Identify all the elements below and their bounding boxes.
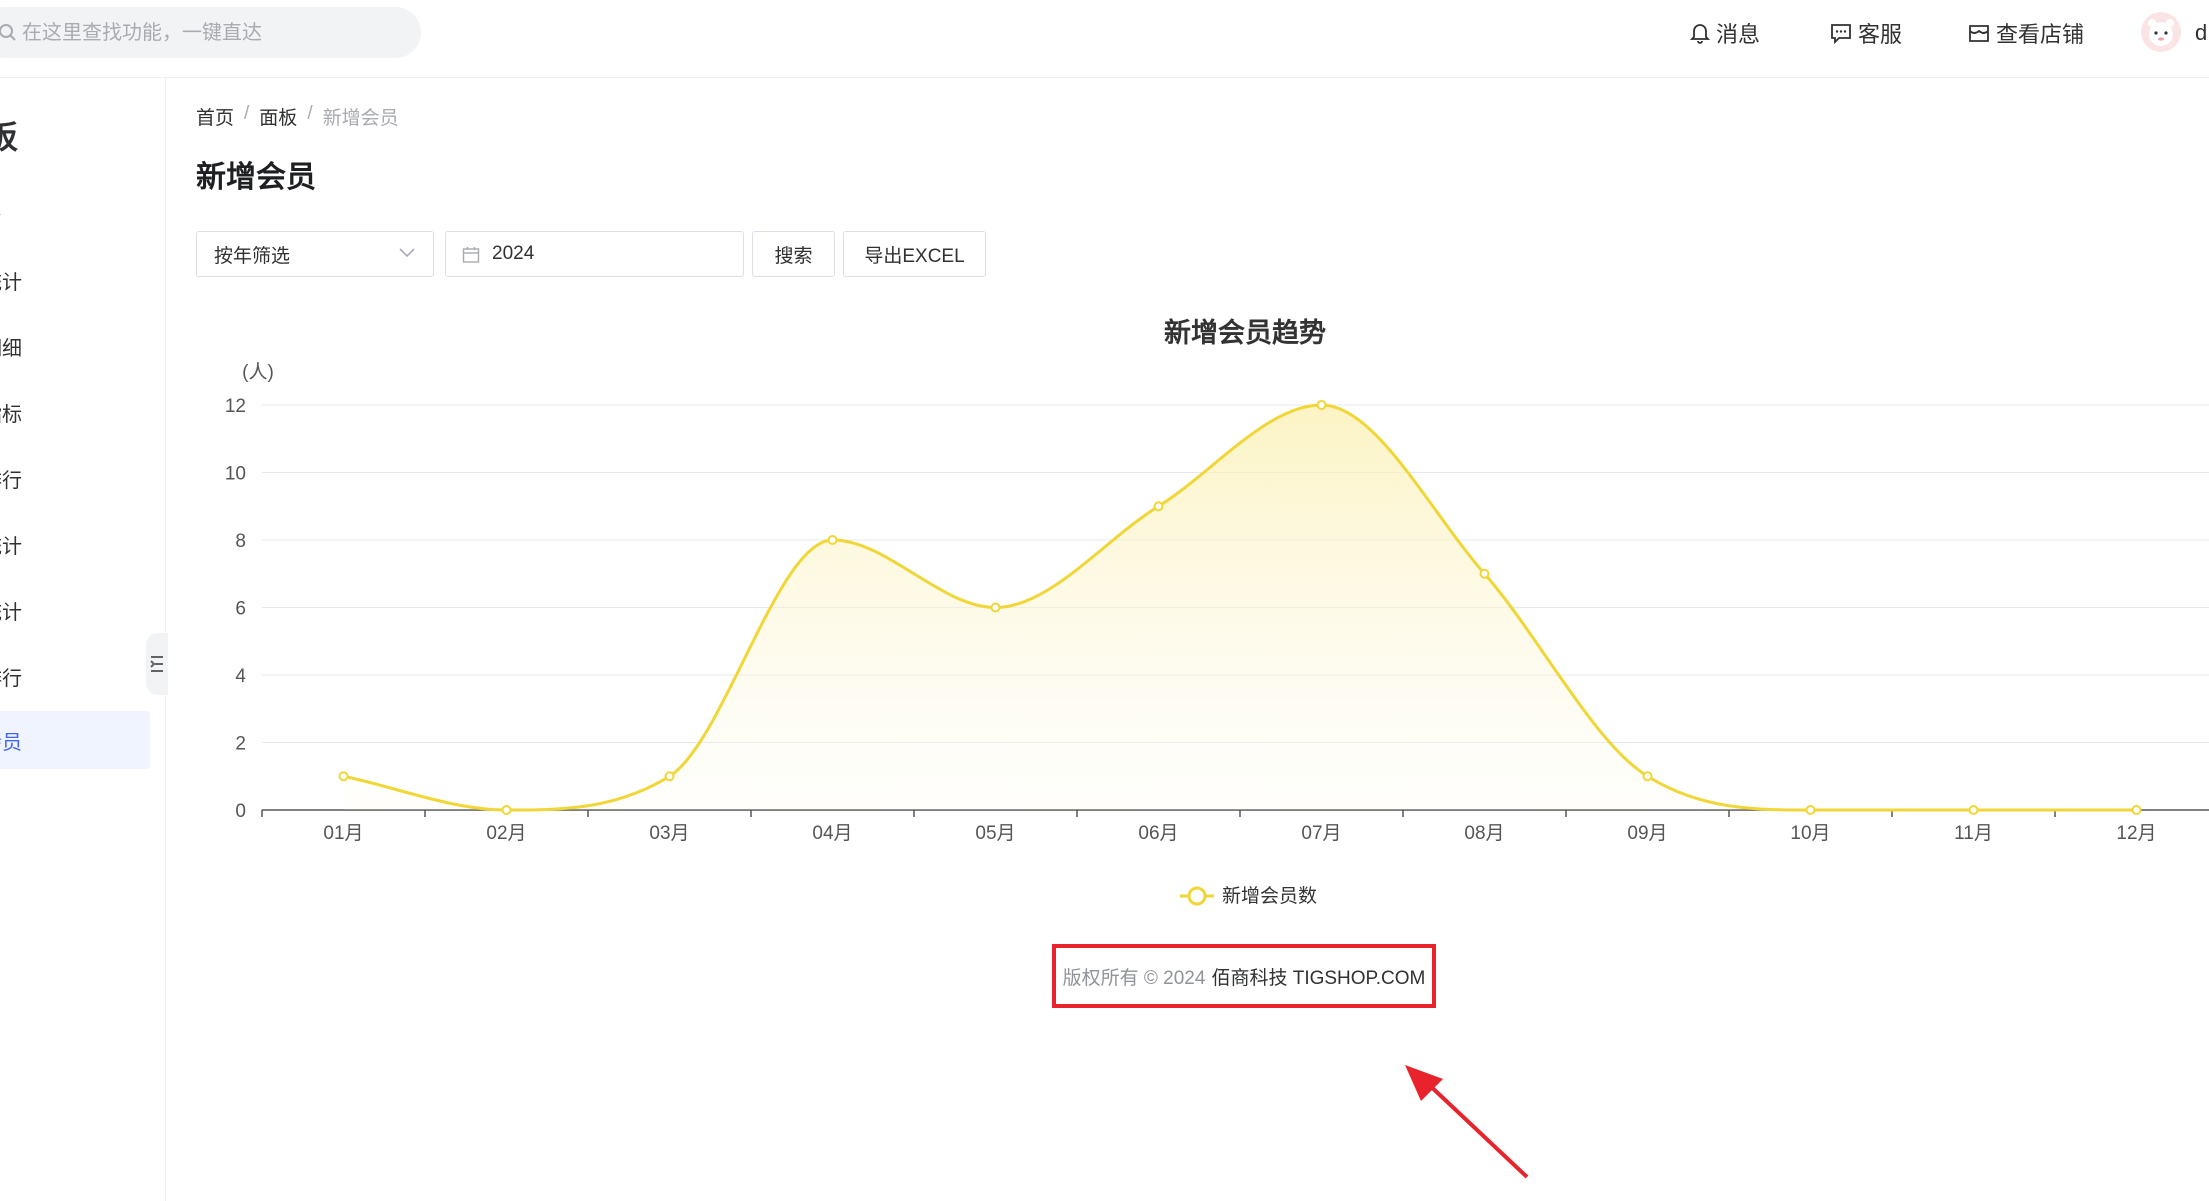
data-point[interactable] [664, 771, 675, 782]
x-tick-label: 08月 [1464, 823, 1504, 844]
x-tick-label: 04月 [812, 823, 852, 844]
y-tick-label: 6 [235, 599, 246, 620]
sidebar-item-label: 统计 [0, 535, 22, 558]
y-tick-label: 10 [225, 464, 246, 485]
sidebar [0, 78, 166, 1201]
data-point[interactable] [338, 771, 349, 782]
sidebar-collapse-button[interactable] [146, 633, 168, 695]
x-tick-label: 05月 [975, 823, 1015, 844]
sidebar-item[interactable]: 统计 [0, 251, 150, 309]
sidebar-item-label: 会员 [0, 731, 22, 754]
legend-marker-icon [1187, 886, 1207, 906]
x-tick-label: 01月 [323, 823, 363, 844]
chart-legend[interactable]: 新增会员数 [1180, 885, 1317, 907]
sidebar-item[interactable]: 台 [0, 185, 150, 243]
y-tick-label: 2 [235, 734, 246, 755]
x-tick-label: 06月 [1138, 823, 1178, 844]
sidebar-item-label: 明细 [0, 337, 22, 360]
y-tick-label: 4 [235, 666, 246, 687]
filter-mode-value: 按年筛选 [214, 245, 291, 267]
sidebar-item-label: 统计 [0, 601, 22, 624]
series-area [343, 405, 2137, 810]
service-label: 客服 [1858, 22, 1903, 47]
sidebar-item[interactable]: 指标 [0, 383, 150, 441]
sidebar-item-label: 统计 [0, 271, 22, 294]
sidebar-item[interactable]: 排行 [0, 449, 150, 507]
data-point[interactable] [1642, 771, 1653, 782]
data-point[interactable] [2131, 805, 2142, 815]
sidebar-item-new-members[interactable]: 会员 [0, 711, 150, 769]
search-box[interactable] [0, 7, 421, 60]
data-point[interactable] [1805, 805, 1816, 815]
data-point[interactable] [501, 805, 512, 815]
search-button[interactable]: 搜索 [752, 231, 835, 277]
username[interactable]: d [2195, 20, 2208, 45]
y-tick-label: 0 [235, 801, 246, 822]
x-tick-label: 03月 [649, 823, 689, 844]
page-title: 新增会员 [196, 161, 316, 194]
avatar[interactable] [2141, 12, 2181, 52]
search-input[interactable] [20, 7, 404, 60]
sidebar-item-label: 台 [0, 200, 2, 229]
y-tick-label: 12 [225, 396, 246, 417]
store-icon [1969, 25, 1989, 42]
calendar-icon [462, 247, 480, 263]
sidebar-item-label: 指标 [0, 403, 22, 426]
x-tick-label: 02月 [486, 823, 526, 844]
x-tick-label: 07月 [1301, 823, 1341, 844]
y-tick-label: 8 [235, 531, 246, 552]
chevron-down-icon [399, 248, 415, 258]
year-picker[interactable]: 2024 [445, 231, 744, 277]
bell-icon [1690, 24, 1710, 44]
annotation-arrow-icon [1405, 1065, 1529, 1179]
legend-label: 新增会员数 [1222, 885, 1317, 907]
filter-mode-select[interactable]: 按年筛选 [196, 231, 434, 277]
breadcrumb-separator: / [244, 103, 250, 124]
export-excel-button[interactable]: 导出EXCEL [843, 231, 986, 277]
search-icon [0, 24, 16, 41]
data-point[interactable] [1968, 805, 1979, 815]
messages-label: 消息 [1716, 22, 1761, 47]
year-value: 2024 [492, 243, 535, 264]
x-tick-label: 11月 [1954, 823, 1993, 844]
sidebar-item[interactable]: 统计 [0, 515, 150, 573]
x-tick-label: 10月 [1790, 823, 1830, 844]
sidebar-item-label: 排行 [0, 469, 22, 492]
avatar-image-icon [2148, 19, 2174, 46]
sidebar-item[interactable]: 统计 [0, 581, 150, 639]
copyright-footer: 版权所有 © 2024 佰商科技 TIGSHOP.COM [1052, 944, 1436, 1008]
breadcrumb-dashboard[interactable]: 面板 [259, 108, 298, 129]
x-tick-label: 12月 [2116, 823, 2156, 844]
copyright-text: 版权所有 © 2024 [1062, 967, 1206, 989]
data-point[interactable] [1479, 568, 1490, 579]
breadcrumb-current: 新增会员 [322, 108, 399, 129]
data-point[interactable] [1153, 501, 1164, 512]
breadcrumb: 首页 / 面板 / 新增会员 [196, 103, 399, 130]
chat-icon [1831, 24, 1851, 44]
messages-button[interactable]: 消息 [1690, 18, 1760, 48]
sidebar-item-label: 排行 [0, 667, 22, 690]
data-point[interactable] [990, 602, 1001, 613]
chart-title: 新增会员趋势 [1164, 317, 1326, 348]
data-point[interactable] [827, 535, 838, 545]
view-store-button[interactable]: 查看店铺 [1968, 18, 2084, 48]
data-points [338, 400, 2142, 815]
sidebar-item[interactable]: 明细 [0, 317, 150, 375]
x-tick-label: 09月 [1627, 823, 1667, 844]
x-axis: 01月 02月 03月 04月 05月 06月 07月 08月 09月 10月 11月 12月 [261, 809, 2209, 844]
sidebar-item[interactable]: 排行 [0, 647, 150, 705]
breadcrumb-separator: / [307, 103, 313, 124]
sidebar-title: 板 [0, 119, 19, 155]
breadcrumb-home[interactable]: 首页 [196, 108, 235, 129]
y-axis-label: (人) [242, 361, 274, 383]
view-store-label: 查看店铺 [1996, 22, 2085, 47]
company-name[interactable]: 佰商科技 TIGSHOP.COM [1211, 967, 1426, 989]
customer-service-button[interactable]: 客服 [1830, 18, 1902, 48]
collapse-menu-icon [150, 656, 163, 672]
top-bar: 消息 客服 查看店铺 d [0, 0, 2209, 78]
data-point[interactable] [1316, 400, 1327, 410]
